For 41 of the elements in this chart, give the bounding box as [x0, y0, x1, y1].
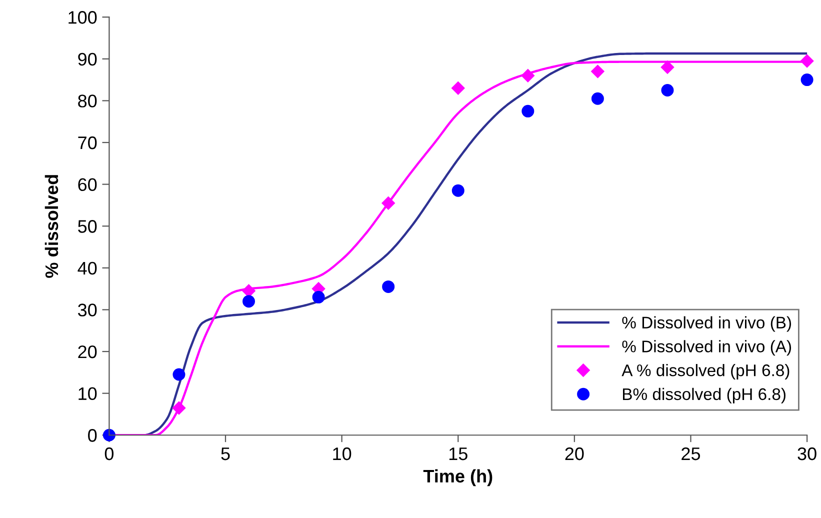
y-tick-label: 80	[78, 94, 97, 108]
legend-label: % Dissolved in vivo (A)	[622, 340, 792, 356]
x-tick-label: 5	[221, 448, 230, 460]
legend-label: B% dissolved (pH 6.8)	[622, 388, 786, 404]
x-tick-label: 15	[449, 448, 468, 460]
y-tick-label: 100	[68, 11, 97, 24]
x-axis-title: Time (h)	[423, 469, 492, 486]
x-tick-label: 30	[798, 447, 816, 460]
point	[312, 290, 325, 304]
x-tick-label: 0	[104, 447, 114, 460]
point	[591, 64, 604, 78]
y-tick-label: 90	[78, 52, 97, 66]
y-tick-label: 60	[78, 178, 97, 192]
point	[452, 82, 465, 95]
point	[661, 84, 674, 96]
point	[452, 184, 464, 197]
point	[800, 74, 814, 86]
point	[660, 60, 674, 74]
point	[522, 104, 534, 118]
point	[242, 284, 256, 298]
y-tick-label: 20	[78, 345, 97, 358]
x-tick-label: 10	[333, 447, 352, 460]
x-tick-label: 20	[565, 447, 584, 460]
point	[172, 401, 186, 415]
y-tick-label: 0	[88, 429, 97, 442]
legend-label: A % dissolved (pH 6.8)	[622, 364, 790, 380]
x-tick-label: 25	[682, 447, 700, 460]
y-tick-label: 50	[78, 220, 97, 233]
point	[521, 69, 534, 82]
point	[242, 295, 256, 308]
point	[800, 54, 814, 68]
point	[172, 368, 186, 381]
legend-label: % Dissolved in vivo (B)	[622, 316, 792, 332]
y-tick-label: 30	[78, 304, 97, 316]
y-tick-label: 10	[78, 387, 97, 400]
point	[382, 280, 395, 293]
y-tick-label: 70	[78, 136, 97, 150]
point	[591, 92, 604, 105]
point	[382, 196, 395, 210]
y-tick-label: 40	[78, 262, 97, 275]
y-axis-title: % dissolved	[44, 175, 58, 278]
